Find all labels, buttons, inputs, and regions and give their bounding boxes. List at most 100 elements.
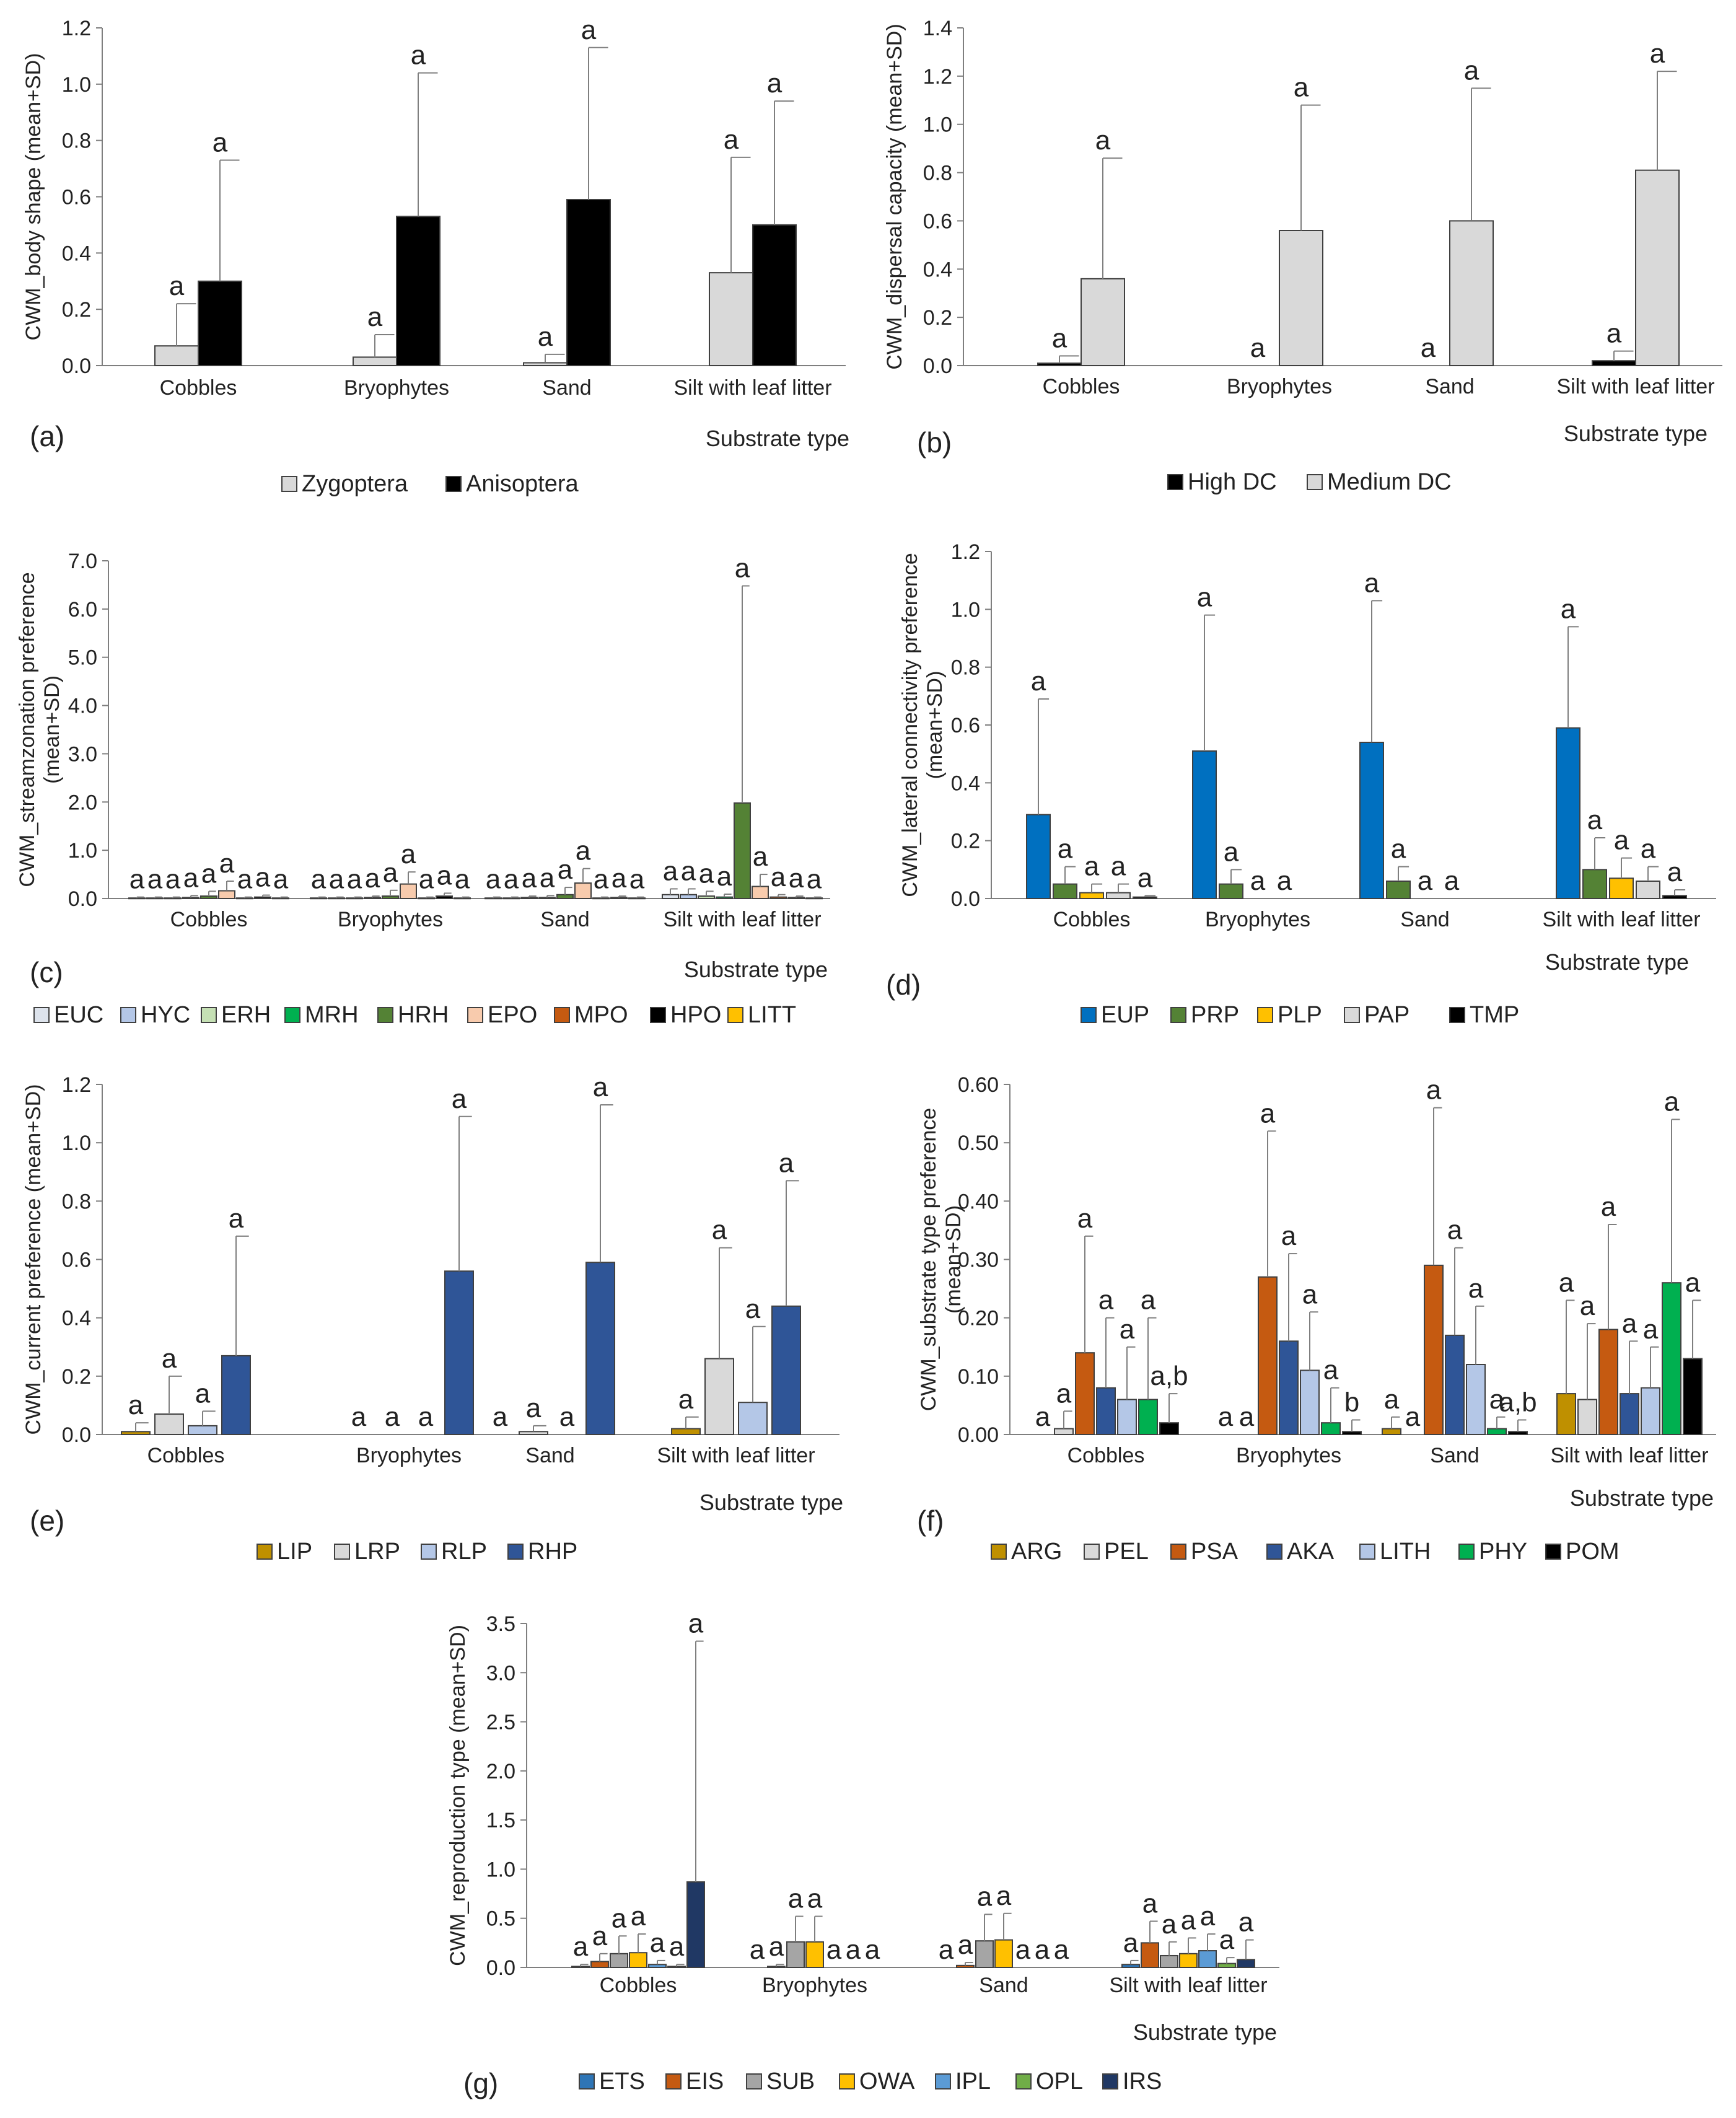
bar-lith	[1466, 1364, 1486, 1435]
bar-euc	[484, 897, 502, 900]
significance-label: a	[1238, 1907, 1254, 1938]
significance-label: a	[1447, 1215, 1463, 1246]
bar-eis	[956, 1964, 975, 1969]
significance-label: a	[538, 322, 553, 352]
legend-label: OPL	[1036, 2068, 1083, 2094]
legend-label: ARG	[1011, 1539, 1062, 1565]
significance-label: a	[977, 1881, 993, 1912]
bar-epo	[218, 890, 235, 899]
y-tick-label: 0.6	[951, 714, 980, 737]
y-tick-label: 0.0	[951, 887, 980, 911]
bar-opl	[1217, 1962, 1236, 1969]
significance-label: a	[1294, 73, 1309, 103]
legend-label: RLP	[441, 1539, 487, 1565]
significance-label: a	[213, 127, 228, 157]
legend-label: PEL	[1104, 1539, 1149, 1565]
x-axis-title: Substrate type	[1545, 949, 1689, 975]
legend-label: HYC	[141, 1002, 190, 1028]
panel-e: 0.0 0.2 0.4 0.6 0.8 1.0 1.2 CWM_current prefere…	[22, 1072, 843, 1565]
significance-label: a	[681, 856, 696, 886]
y-axis-label: CWM_dispersal capacity (mean+SD)	[883, 24, 906, 369]
significance-label: a	[169, 271, 185, 301]
bar-eis	[590, 1961, 609, 1968]
bar-anisoptera	[566, 199, 611, 366]
panel-label: (g)	[463, 2067, 498, 2099]
significance-label: a	[367, 302, 383, 332]
y-tick-label: 5.0	[68, 646, 97, 670]
legend-swatch	[445, 476, 462, 492]
bar-rhp	[221, 1355, 251, 1435]
significance-label: a	[1056, 1378, 1072, 1408]
bar-irs	[1237, 1959, 1255, 1968]
bar-lrp	[519, 1431, 548, 1436]
y-tick-label: 1.0	[62, 73, 91, 97]
category-label: Sand	[1430, 1444, 1479, 1467]
legend-swatch	[1167, 474, 1183, 490]
y-tick-label: 3.0	[68, 742, 97, 766]
bar-medium-dc	[1279, 230, 1323, 366]
x-axis-title: Substrate type	[684, 957, 828, 982]
bar-phy	[1662, 1282, 1681, 1436]
y-tick-label: 0.5	[486, 1907, 515, 1931]
legend-swatch	[467, 1007, 483, 1023]
y-tick-label: 0.50	[958, 1132, 999, 1155]
significance-label: a	[1384, 1384, 1400, 1415]
legend-label: LIP	[277, 1539, 312, 1565]
significance-label: a	[1426, 1075, 1442, 1105]
legend-swatch	[281, 476, 297, 492]
bar-epo	[400, 883, 417, 899]
legend-label: SUB	[766, 2068, 815, 2094]
panel-b: 0.0 0.2 0.4 0.6 0.8 1.0 1.2 1.4 CWM_dispersal ca…	[883, 17, 1722, 495]
bar-mrh	[364, 897, 381, 900]
y-tick-label: 3.5	[486, 1612, 515, 1636]
legend-swatch	[1458, 1544, 1475, 1560]
bar-mrh	[716, 896, 733, 900]
significance-label: a	[1559, 1267, 1574, 1298]
bar-tmp	[1662, 895, 1687, 900]
bar-hrh	[734, 802, 751, 900]
significance-label: a	[1650, 38, 1665, 69]
y-tick-label: 0.20	[958, 1307, 999, 1330]
bar-hyc	[502, 897, 520, 900]
bar-psa	[1598, 1329, 1618, 1435]
bar-litt	[272, 897, 289, 900]
y-tick-label: 1.0	[62, 1132, 91, 1155]
significance-label: a	[1418, 866, 1433, 896]
y-tick-label: 1.0	[486, 1858, 515, 1881]
bar-eis	[767, 1966, 786, 1969]
bar-hpo	[254, 896, 271, 900]
significance-label: a	[411, 40, 426, 71]
significance-label: a	[219, 848, 235, 879]
bar-psa	[1075, 1352, 1095, 1436]
bar-litt	[454, 897, 471, 900]
y-tick-label: 1.0	[68, 839, 97, 863]
significance-label: a	[347, 864, 362, 895]
category-label: Bryophytes	[762, 1974, 867, 1997]
bar-ets	[1121, 1964, 1140, 1969]
y-tick-label: 0.4	[951, 771, 980, 795]
y-tick-label: 2.5	[486, 1711, 515, 1734]
significance-label: a	[1489, 1384, 1505, 1415]
bar-ipl	[1198, 1950, 1217, 1969]
category-label: Cobbles	[160, 376, 237, 400]
significance-label: a	[365, 863, 380, 894]
panel-c: 0.0 1.0 2.0 3.0 4.0 5.0 6.0 7.0CWM_streamzonati…	[15, 550, 830, 1028]
legend-label: EUP	[1101, 1002, 1149, 1028]
significance-label: a	[522, 863, 537, 894]
y-tick-label: 0.40	[958, 1190, 999, 1213]
category-label: Bryophytes	[344, 376, 449, 400]
category-label: Sand	[979, 1974, 1028, 1997]
bar-rhp	[771, 1305, 801, 1435]
y-tick-label: 0.2	[923, 306, 952, 330]
legend-swatch	[201, 1007, 217, 1023]
significance-label: a	[1077, 1203, 1093, 1234]
bar-hyc	[146, 897, 164, 900]
legend-swatch	[935, 2073, 951, 2089]
bar-rlp	[188, 1425, 217, 1435]
significance-label: a	[663, 856, 678, 886]
significance-label: a	[846, 1935, 861, 1965]
panel-label: (a)	[30, 420, 64, 452]
significance-label: a	[1181, 1905, 1196, 1935]
y-axis-label: CWM_body shape (mean+SD)	[22, 53, 45, 341]
significance-label: a	[1685, 1267, 1701, 1298]
